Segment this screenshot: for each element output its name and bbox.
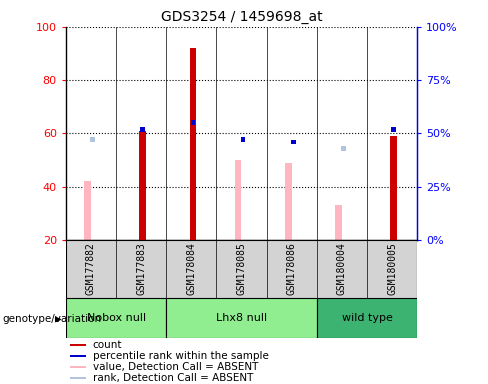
Bar xyxy=(291,139,296,144)
Bar xyxy=(190,48,196,240)
Text: GSM180004: GSM180004 xyxy=(337,242,347,295)
Text: GSM178085: GSM178085 xyxy=(237,242,246,295)
Bar xyxy=(285,163,291,240)
Bar xyxy=(390,136,397,240)
Bar xyxy=(341,146,346,151)
Bar xyxy=(141,127,145,132)
Bar xyxy=(90,137,95,142)
Bar xyxy=(70,377,86,379)
Bar xyxy=(241,137,245,142)
Text: GSM177883: GSM177883 xyxy=(136,242,146,295)
Text: percentile rank within the sample: percentile rank within the sample xyxy=(93,351,269,361)
Bar xyxy=(191,121,195,125)
Text: GSM180005: GSM180005 xyxy=(387,242,397,295)
Bar xyxy=(235,160,241,240)
Bar xyxy=(84,181,91,240)
Bar xyxy=(335,205,342,240)
Bar xyxy=(317,298,417,338)
Bar xyxy=(140,131,146,240)
Text: value, Detection Call = ABSENT: value, Detection Call = ABSENT xyxy=(93,362,258,372)
Text: GSM178084: GSM178084 xyxy=(186,242,196,295)
Text: GSM177882: GSM177882 xyxy=(86,242,96,295)
Text: count: count xyxy=(93,340,122,350)
Bar xyxy=(70,366,86,368)
Bar xyxy=(70,344,86,346)
Bar xyxy=(166,298,317,338)
Title: GDS3254 / 1459698_at: GDS3254 / 1459698_at xyxy=(161,10,323,25)
Text: Lhx8 null: Lhx8 null xyxy=(216,313,267,323)
Bar xyxy=(66,298,166,338)
Text: genotype/variation: genotype/variation xyxy=(2,314,102,324)
Text: GSM178086: GSM178086 xyxy=(287,242,297,295)
Bar xyxy=(70,355,86,357)
Bar xyxy=(391,127,396,132)
Text: wild type: wild type xyxy=(342,313,392,323)
Text: rank, Detection Call = ABSENT: rank, Detection Call = ABSENT xyxy=(93,373,253,383)
Text: Nobox null: Nobox null xyxy=(86,313,145,323)
